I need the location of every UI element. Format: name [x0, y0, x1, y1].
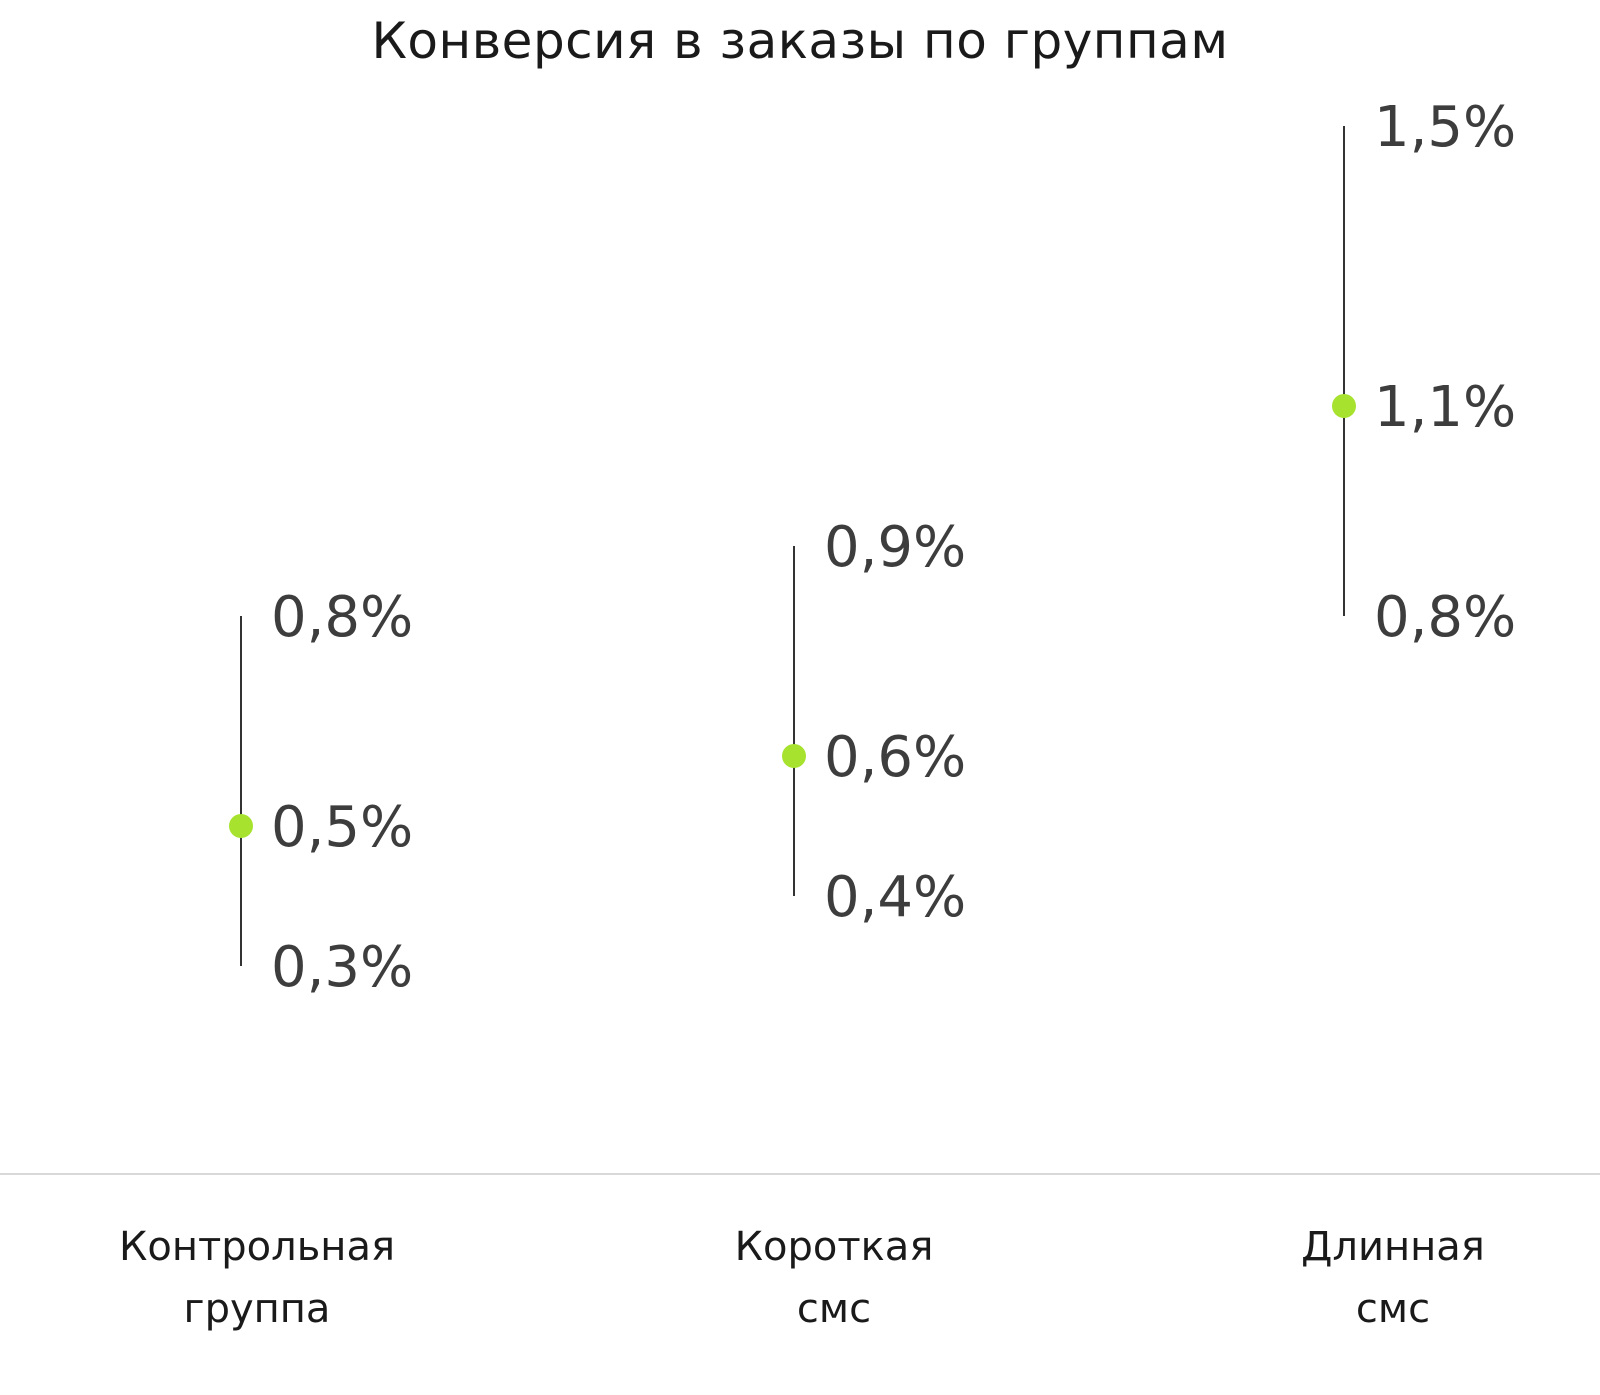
category-label: Контрольная: [119, 1224, 395, 1270]
category-label: группа: [184, 1286, 331, 1332]
point-marker: [1332, 394, 1356, 418]
chart-marks: 0,8% 0,5% 0,3% Контрольная группа 0,9% 0,6% 0,4…: [119, 95, 1516, 1332]
point-marker: [229, 814, 253, 838]
category-label: Длинная: [1301, 1224, 1485, 1270]
value-label-point: 1,1%: [1374, 375, 1516, 440]
category-label: Короткая: [735, 1224, 934, 1270]
value-label-point: 0,6%: [824, 725, 966, 790]
category-label: смс: [797, 1286, 871, 1332]
point-marker: [782, 744, 806, 768]
chart-title: Конверсия в заказы по группам: [371, 12, 1229, 70]
value-label-point: 0,5%: [271, 795, 413, 860]
category-label: смс: [1356, 1286, 1430, 1332]
value-label-high: 1,5%: [1374, 95, 1516, 160]
value-label-high: 0,9%: [824, 515, 966, 580]
value-label-low: 0,3%: [271, 935, 413, 1000]
value-label-low: 0,4%: [824, 865, 966, 930]
value-label-high: 0,8%: [271, 585, 413, 650]
value-label-low: 0,8%: [1374, 585, 1516, 650]
